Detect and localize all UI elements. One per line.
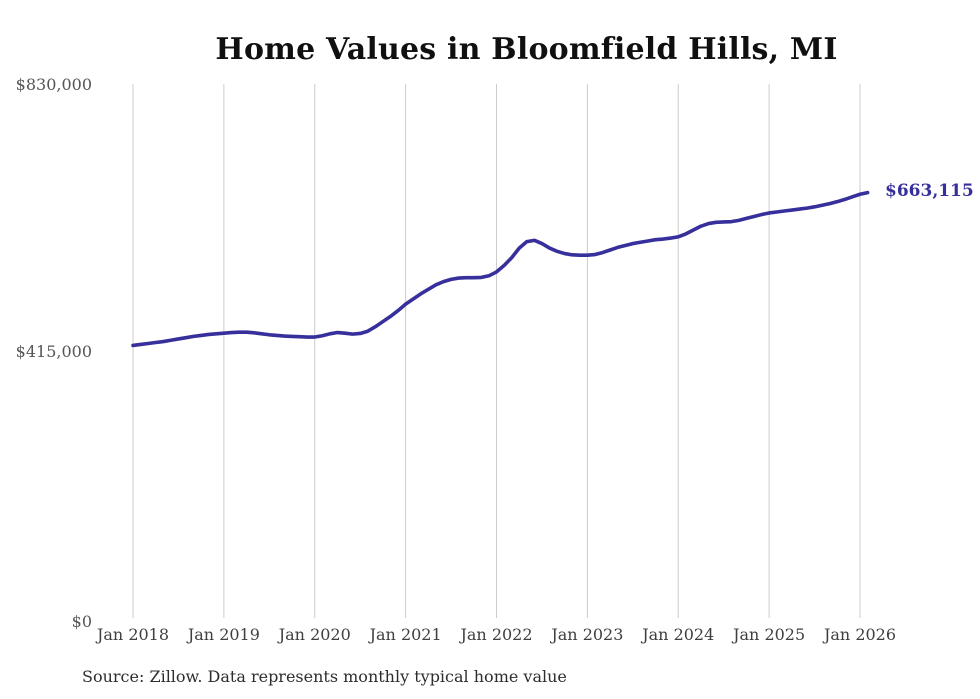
x-axis-tick-label: Jan 2024 — [642, 625, 715, 644]
x-axis-tick-label: Jan 2022 — [460, 625, 533, 644]
latest-value-label: $663,115 — [885, 181, 974, 201]
y-axis-tick-label-0: $0 — [71, 612, 92, 631]
y-axis-tick-label-830000: $830,000 — [15, 75, 92, 94]
source-note: Source: Zillow. Data represents monthly … — [82, 667, 567, 686]
home-value-trend-line — [131, 190, 870, 348]
x-axis-tick-label: Jan 2018 — [96, 625, 170, 644]
chart-title: Home Values in Bloomfield Hills, MI — [215, 32, 838, 67]
x-axis-tick-label: Jan 2021 — [369, 625, 442, 644]
y-axis-tick-label-415000: $415,000 — [15, 342, 92, 361]
x-axis-tick-label: Jan 2025 — [733, 625, 806, 644]
x-axis-tick-label: Jan 2023 — [551, 625, 624, 644]
vertical-gridlines — [132, 84, 861, 618]
x-axis-tick-label: Jan 2026 — [823, 625, 897, 644]
x-axis-tick-label: Jan 2019 — [187, 625, 260, 644]
x-axis-tick-label: Jan 2020 — [278, 625, 351, 644]
